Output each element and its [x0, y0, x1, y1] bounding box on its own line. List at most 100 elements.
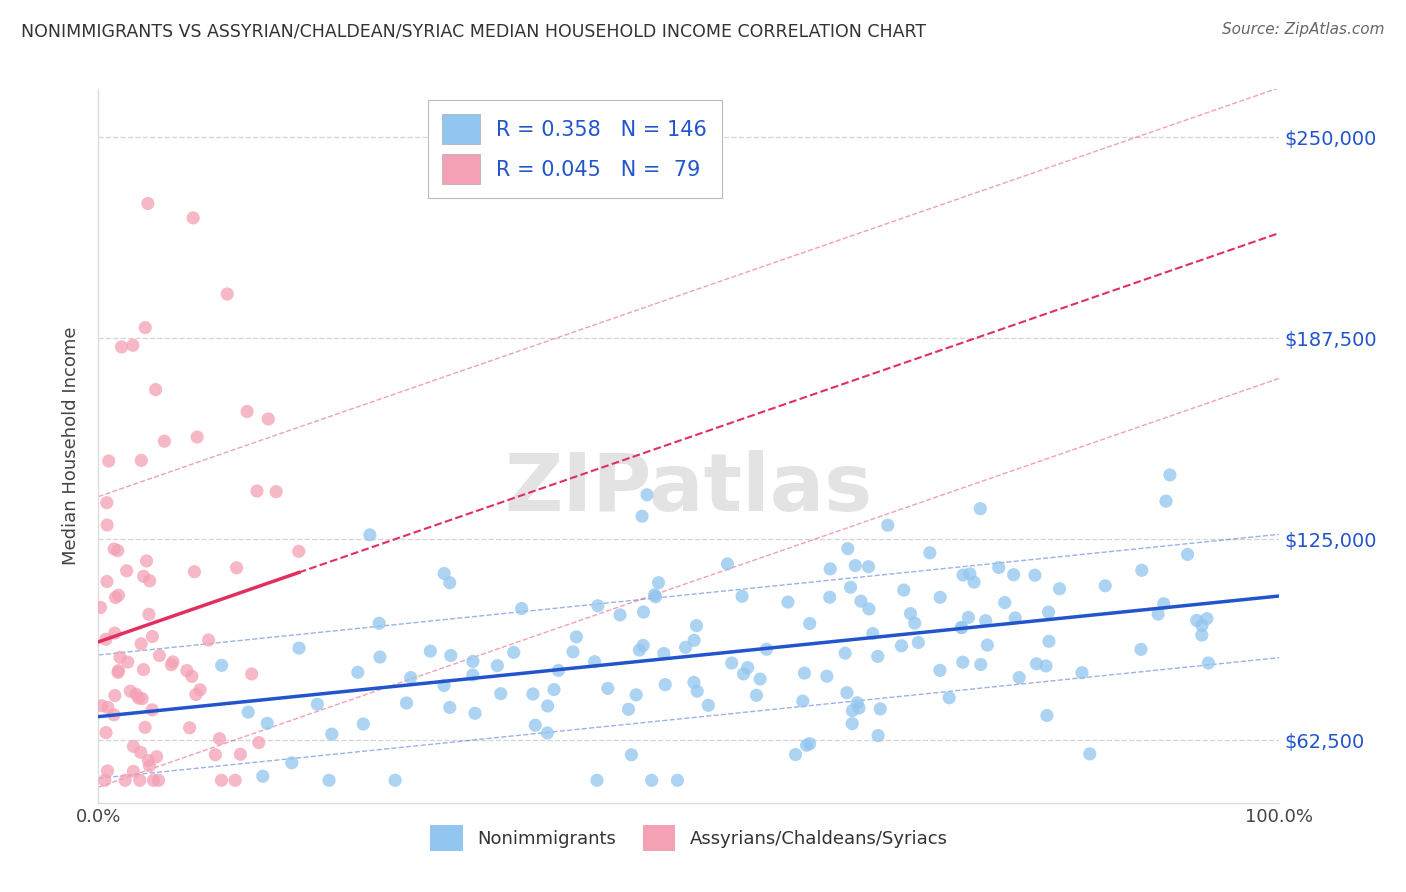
Point: [359, 528, 381, 542]
Point: [321, 727, 343, 741]
Point: [749, 672, 772, 686]
Point: [609, 607, 631, 622]
Point: [869, 702, 891, 716]
Point: [256, 716, 278, 731]
Point: [952, 655, 974, 669]
Point: [586, 599, 609, 613]
Point: [90, 600, 112, 615]
Point: [683, 675, 706, 690]
Point: [136, 196, 159, 211]
Point: [652, 647, 675, 661]
Point: [1129, 642, 1152, 657]
Point: [368, 616, 391, 631]
Point: [628, 643, 651, 657]
Point: [1035, 659, 1057, 673]
Point: [959, 566, 981, 581]
Y-axis label: Median Household Income: Median Household Income: [62, 326, 80, 566]
Point: [433, 566, 456, 581]
Point: [666, 773, 689, 788]
Point: [464, 706, 486, 721]
Point: [987, 560, 1010, 574]
Point: [737, 661, 759, 675]
Point: [1130, 563, 1153, 577]
Point: [849, 594, 872, 608]
Point: [96, 518, 118, 533]
Point: [162, 655, 184, 669]
Point: [131, 691, 153, 706]
Point: [969, 501, 991, 516]
Point: [846, 696, 869, 710]
Point: [776, 595, 799, 609]
Point: [229, 747, 252, 762]
Point: [502, 645, 524, 659]
Point: [1153, 597, 1175, 611]
Point: [183, 565, 205, 579]
Point: [108, 650, 131, 665]
Point: [636, 488, 658, 502]
Point: [524, 718, 547, 732]
Point: [138, 607, 160, 622]
Point: [440, 648, 463, 663]
Point: [247, 736, 270, 750]
Point: [122, 338, 145, 352]
Point: [461, 668, 484, 682]
Point: [264, 484, 287, 499]
Point: [384, 773, 406, 788]
Point: [288, 641, 311, 656]
Point: [641, 773, 664, 788]
Point: [94, 632, 117, 647]
Point: [950, 620, 973, 634]
Point: [547, 664, 569, 678]
Point: [858, 559, 880, 574]
Point: [107, 664, 129, 678]
Point: [848, 701, 870, 715]
Point: [399, 671, 422, 685]
Point: [686, 684, 709, 698]
Point: [1038, 605, 1060, 619]
Point: [929, 591, 952, 605]
Point: [1195, 612, 1218, 626]
Point: [287, 544, 309, 558]
Point: [103, 541, 125, 556]
Point: [134, 320, 156, 334]
Point: [918, 546, 941, 560]
Point: [115, 564, 138, 578]
Point: [683, 633, 706, 648]
Point: [129, 637, 152, 651]
Point: [104, 591, 127, 605]
Point: [489, 687, 512, 701]
Point: [433, 679, 456, 693]
Point: [835, 686, 858, 700]
Point: [631, 509, 654, 524]
Point: [624, 688, 647, 702]
Point: [246, 483, 269, 498]
Point: [419, 644, 441, 658]
Point: [866, 649, 889, 664]
Point: [792, 694, 814, 708]
Point: [1038, 634, 1060, 648]
Point: [799, 616, 821, 631]
Point: [160, 657, 183, 672]
Point: [633, 605, 655, 619]
Point: [1024, 568, 1046, 582]
Point: [820, 562, 842, 576]
Point: [97, 700, 120, 714]
Point: [1008, 671, 1031, 685]
Point: [1185, 614, 1208, 628]
Point: [257, 412, 280, 426]
Point: [1159, 467, 1181, 482]
Point: [731, 589, 754, 603]
Point: [240, 667, 263, 681]
Point: [952, 568, 974, 582]
Legend: Nonimmigrants, Assyrians/Chaldeans/Syriacs: Nonimmigrants, Assyrians/Chaldeans/Syria…: [423, 818, 955, 858]
Point: [141, 703, 163, 717]
Point: [834, 646, 856, 660]
Point: [181, 211, 204, 225]
Point: [224, 773, 246, 788]
Point: [125, 687, 148, 701]
Point: [138, 754, 160, 768]
Point: [631, 638, 654, 652]
Point: [1154, 494, 1177, 508]
Point: [957, 610, 980, 624]
Point: [994, 596, 1017, 610]
